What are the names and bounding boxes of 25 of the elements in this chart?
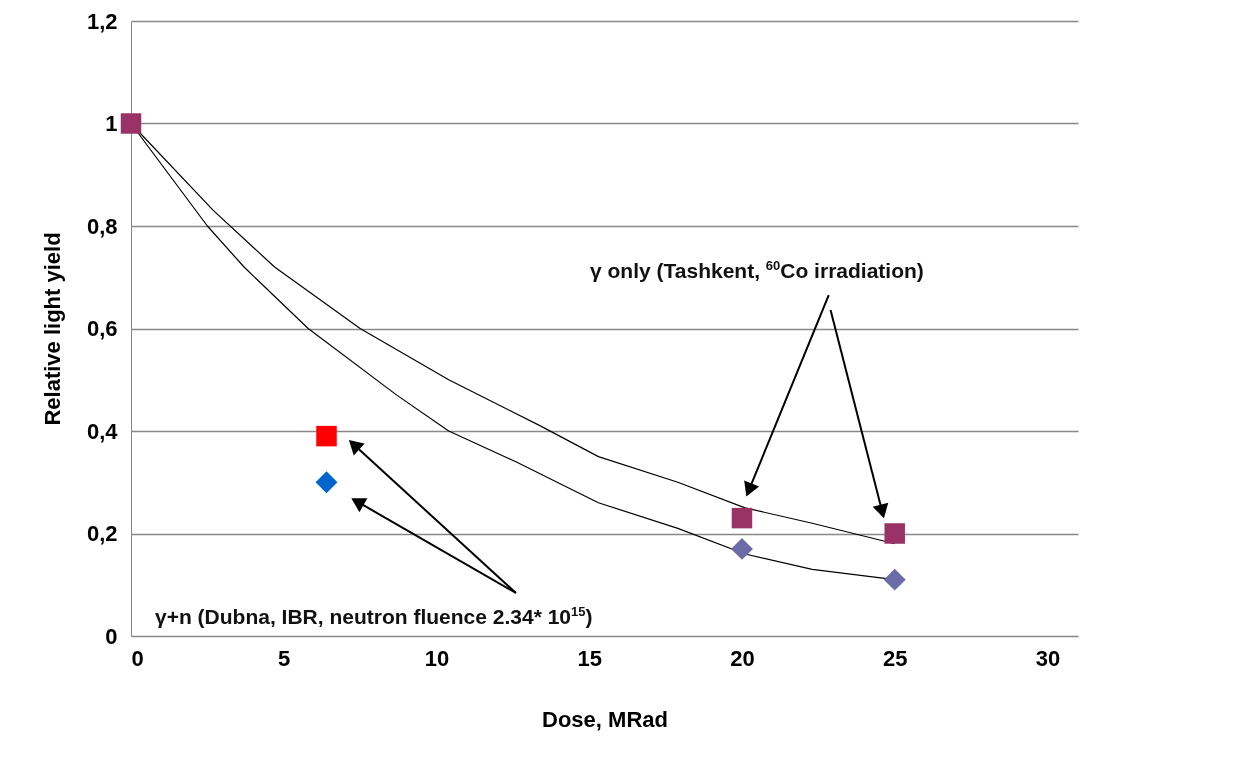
point	[315, 471, 338, 494]
y-tick-label: 0,6	[86, 316, 118, 341]
x-axis-title: Dose, MRad	[542, 706, 668, 732]
x-tick-label: 30	[1035, 645, 1061, 671]
x-tick-label: 20	[730, 645, 755, 671]
y-tick-label: 0,4	[86, 418, 119, 444]
x-tick-label: 15	[577, 645, 602, 671]
x-tick-label: 0	[131, 645, 144, 671]
point	[316, 425, 337, 447]
point	[120, 113, 142, 134]
y-tick-label: 1,2	[86, 8, 118, 34]
point	[884, 523, 905, 544]
y-axis-title: Relative light yield	[39, 232, 65, 426]
x-tick-label: 10	[424, 645, 450, 671]
y-tick-label: 0,8	[86, 213, 118, 239]
y-tick-label: 0,2	[86, 521, 118, 546]
point	[731, 537, 753, 560]
point	[883, 568, 906, 591]
point	[731, 507, 753, 529]
y-tick-label: 0	[105, 623, 118, 649]
x-tick-label: 25	[882, 645, 908, 671]
annotation: γ only (Tashkent, $^{60}$Co irradiation)	[590, 258, 924, 283]
annotation: γ+n (Dubna, IBR, neutron fluence 2.34* 10$^{15}$)	[155, 604, 593, 629]
x-tick-label: 5	[278, 645, 291, 671]
y-tick-label: 1	[105, 111, 118, 136]
